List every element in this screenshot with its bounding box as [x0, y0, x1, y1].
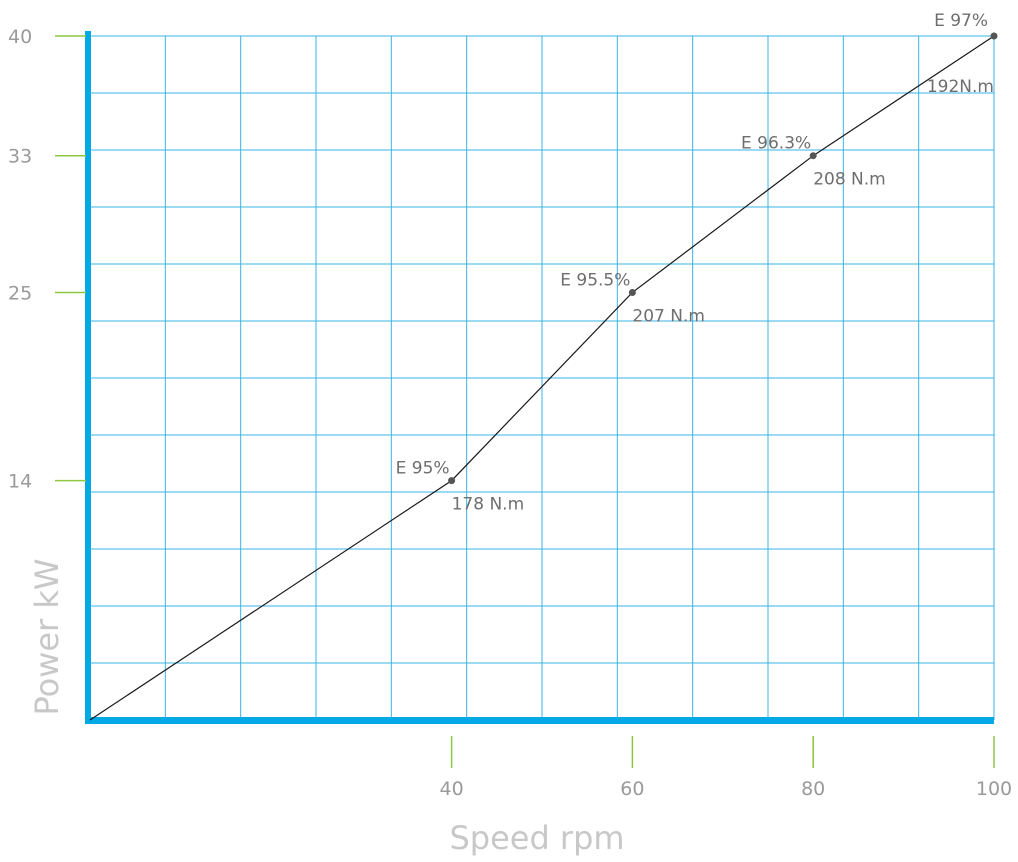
y-axis-title: Power kW — [28, 558, 66, 715]
torque-label: 207 N.m — [632, 307, 705, 327]
x-tick-label: 100 — [976, 778, 1012, 800]
y-axis-line — [85, 31, 91, 723]
torque-label: 208 N.m — [813, 170, 886, 190]
grid — [90, 35, 995, 720]
annotations: E 95%178 N.m E 95.5%207 N.m E 96.3%208 N.m… — [396, 11, 994, 515]
efficiency-label: E 96.3% — [741, 134, 811, 154]
x-tick-label: 60 — [620, 778, 644, 800]
data-point — [448, 477, 456, 485]
torque-label: 192N.m — [927, 77, 994, 97]
axes — [85, 31, 994, 724]
y-tick-label: 14 — [8, 471, 32, 493]
data-point — [628, 289, 636, 296]
ticks: 14 25 33 40 40 60 80 100 — [8, 26, 1012, 800]
y-tick-label: 40 — [8, 26, 32, 48]
efficiency-label: E 95.5% — [560, 271, 630, 291]
efficiency-label: E 97% — [934, 11, 988, 31]
data-point — [809, 152, 817, 160]
efficiency-label: E 95% — [396, 459, 450, 479]
x-tick-label: 40 — [440, 778, 464, 800]
y-tick-label: 33 — [8, 146, 32, 168]
x-tick-label: 80 — [801, 778, 825, 800]
torque-label: 178 N.m — [452, 495, 525, 515]
series — [89, 32, 998, 721]
data-point — [990, 32, 998, 40]
x-axis-title: Speed rpm — [449, 819, 624, 857]
x-axis-line — [85, 717, 994, 724]
y-tick-label: 25 — [8, 283, 32, 305]
